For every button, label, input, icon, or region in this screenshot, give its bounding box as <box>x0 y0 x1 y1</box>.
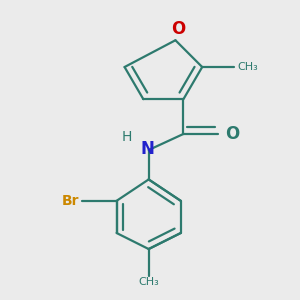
Text: CH₃: CH₃ <box>237 62 258 72</box>
Text: O: O <box>171 20 185 38</box>
Text: Br: Br <box>61 194 79 208</box>
Text: N: N <box>140 140 154 158</box>
Text: H: H <box>122 130 132 144</box>
Text: O: O <box>225 125 239 143</box>
Text: CH₃: CH₃ <box>138 277 159 287</box>
